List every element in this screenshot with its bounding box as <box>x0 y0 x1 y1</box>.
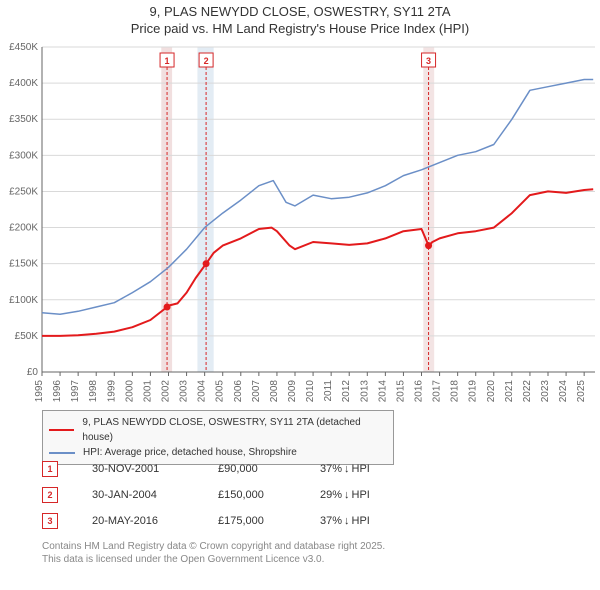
marker-badge: 3 <box>42 513 58 529</box>
svg-text:£200K: £200K <box>9 223 38 234</box>
marker-hpi: 29% ↓ HPI <box>320 489 370 501</box>
legend-swatch <box>49 452 75 454</box>
svg-text:1997: 1997 <box>70 380 81 403</box>
marker-badge: 1 <box>42 461 58 477</box>
chart-container: 9, PLAS NEWYDD CLOSE, OSWESTRY, SY11 2TA… <box>0 0 600 590</box>
footer-line-1: Contains HM Land Registry data © Crown c… <box>42 540 385 553</box>
svg-text:2013: 2013 <box>359 380 370 403</box>
legend-item: 9, PLAS NEWYDD CLOSE, OSWESTRY, SY11 2TA… <box>49 415 387 445</box>
svg-text:1999: 1999 <box>106 380 117 403</box>
svg-text:2002: 2002 <box>161 380 172 403</box>
footer-attribution: Contains HM Land Registry data © Crown c… <box>42 540 385 566</box>
marker-price: £175,000 <box>218 515 286 527</box>
marker-date: 30-JAN-2004 <box>92 489 184 501</box>
marker-badge: 2 <box>42 487 58 503</box>
svg-text:2005: 2005 <box>215 380 226 403</box>
svg-text:2: 2 <box>204 56 209 66</box>
svg-text:£450K: £450K <box>9 42 38 53</box>
svg-text:£400K: £400K <box>9 78 38 89</box>
svg-text:£50K: £50K <box>15 331 39 342</box>
marker-hpi: 37% ↓ HPI <box>320 463 370 475</box>
arrow-down-icon: ↓ <box>344 463 350 475</box>
svg-text:£150K: £150K <box>9 259 38 270</box>
marker-hpi: 37% ↓ HPI <box>320 515 370 527</box>
svg-text:2016: 2016 <box>414 380 425 403</box>
svg-text:2022: 2022 <box>522 380 533 403</box>
marker-date: 30-NOV-2001 <box>92 463 184 475</box>
svg-text:1996: 1996 <box>52 380 63 403</box>
svg-text:£300K: £300K <box>9 150 38 161</box>
sales-marker-table: 1 30-NOV-2001 £90,000 37% ↓ HPI 2 30-JAN… <box>42 456 370 534</box>
svg-text:2007: 2007 <box>251 380 262 403</box>
legend-label: 9, PLAS NEWYDD CLOSE, OSWESTRY, SY11 2TA… <box>82 415 387 445</box>
svg-text:2010: 2010 <box>305 380 316 403</box>
legend-swatch <box>49 429 74 431</box>
svg-text:1995: 1995 <box>34 380 45 403</box>
svg-text:£250K: £250K <box>9 186 38 197</box>
table-row: 3 20-MAY-2016 £175,000 37% ↓ HPI <box>42 508 370 534</box>
svg-text:3: 3 <box>426 56 431 66</box>
title-line-2: Price paid vs. HM Land Registry's House … <box>0 21 600 38</box>
svg-text:2011: 2011 <box>323 380 334 402</box>
marker-date: 20-MAY-2016 <box>92 515 184 527</box>
svg-text:2017: 2017 <box>432 380 443 403</box>
svg-text:2001: 2001 <box>142 380 153 403</box>
svg-text:£350K: £350K <box>9 114 38 125</box>
chart-plot-area: £0 £50K £100K £150K £200K £250K £300K £350K £400… <box>0 42 600 404</box>
svg-text:2021: 2021 <box>504 380 515 403</box>
title-line-1: 9, PLAS NEWYDD CLOSE, OSWESTRY, SY11 2TA <box>0 4 600 21</box>
svg-text:2000: 2000 <box>124 380 135 403</box>
table-row: 2 30-JAN-2004 £150,000 29% ↓ HPI <box>42 482 370 508</box>
svg-text:2015: 2015 <box>395 380 406 403</box>
marker-price: £150,000 <box>218 489 286 501</box>
svg-text:2025: 2025 <box>576 380 587 403</box>
svg-text:£0: £0 <box>27 367 39 378</box>
svg-text:2009: 2009 <box>287 380 298 403</box>
svg-text:2018: 2018 <box>450 380 461 403</box>
svg-text:2003: 2003 <box>179 380 190 403</box>
svg-text:2004: 2004 <box>197 380 208 403</box>
svg-text:2023: 2023 <box>540 380 551 403</box>
svg-text:2006: 2006 <box>233 380 244 403</box>
svg-text:2020: 2020 <box>486 380 497 403</box>
arrow-down-icon: ↓ <box>344 489 350 501</box>
svg-text:2012: 2012 <box>341 380 352 403</box>
chart-title: 9, PLAS NEWYDD CLOSE, OSWESTRY, SY11 2TA… <box>0 0 600 38</box>
footer-line-2: This data is licensed under the Open Gov… <box>42 553 385 566</box>
svg-text:2024: 2024 <box>558 380 569 403</box>
svg-text:1: 1 <box>165 56 170 66</box>
line-chart-svg: £0 £50K £100K £150K £200K £250K £300K £350K £400… <box>0 42 600 404</box>
svg-text:2014: 2014 <box>377 380 388 403</box>
svg-text:2008: 2008 <box>269 380 280 403</box>
svg-text:£100K: £100K <box>9 295 38 306</box>
svg-text:1998: 1998 <box>88 380 99 403</box>
svg-text:2019: 2019 <box>468 380 479 403</box>
arrow-down-icon: ↓ <box>344 515 350 527</box>
table-row: 1 30-NOV-2001 £90,000 37% ↓ HPI <box>42 456 370 482</box>
marker-price: £90,000 <box>218 463 286 475</box>
